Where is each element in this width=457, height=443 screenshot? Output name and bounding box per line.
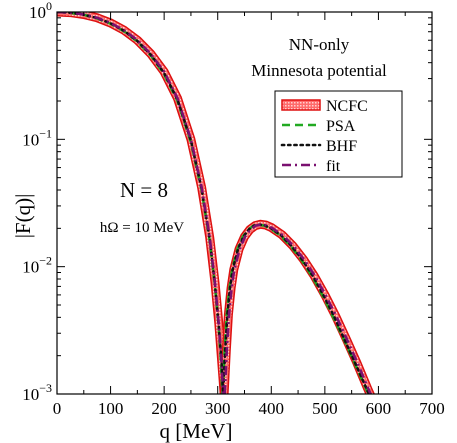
- x-tick-label: 700: [419, 399, 445, 418]
- potential-annotation-line2: Minnesota potential: [251, 61, 387, 80]
- bhf-series-lower: [57, 12, 225, 394]
- x-tick-label: 400: [259, 399, 285, 418]
- ncfc-band-lower: [57, 12, 228, 394]
- y-axis-label: |F(q)|: [11, 194, 35, 239]
- potential-annotation-line1: NN-only: [289, 35, 350, 54]
- y-tick-label: 10−2: [22, 254, 52, 277]
- legend-label-ncfc: NCFC: [326, 98, 368, 115]
- fit-series-upper: [223, 223, 373, 394]
- legend: NCFC PSA BHF fit: [274, 90, 403, 178]
- ticks-layer: 0 100 200 300 400 500 600 700 100 10−1 10−2 10−3: [22, 0, 445, 418]
- x-tick-label: 600: [366, 399, 392, 418]
- ncfc-band-lower-edge: [57, 12, 229, 394]
- y-tick-label: 10−3: [22, 381, 52, 404]
- y-tick-label: 100: [29, 0, 52, 22]
- homega-annotation: hΩ = 10 MeV: [100, 220, 184, 236]
- series-layer: [57, 12, 375, 394]
- x-axis-label: q [MeV]: [160, 419, 233, 443]
- n-annotation: N = 8: [120, 178, 168, 202]
- fit-series-lower: [57, 12, 225, 394]
- legend-label-bhf: BHF: [326, 138, 357, 155]
- x-tick-label: 0: [53, 399, 62, 418]
- legend-label-fit: fit: [326, 158, 341, 175]
- x-tick-label: 500: [312, 399, 338, 418]
- x-tick-label: 300: [205, 399, 231, 418]
- legend-label-psa: PSA: [326, 118, 356, 135]
- legend-swatch-ncfc: [281, 99, 321, 111]
- x-tick-label: 100: [98, 399, 124, 418]
- y-tick-label: 10−1: [22, 126, 52, 149]
- psa-series-lower: [57, 12, 224, 394]
- x-tick-label: 200: [151, 399, 177, 418]
